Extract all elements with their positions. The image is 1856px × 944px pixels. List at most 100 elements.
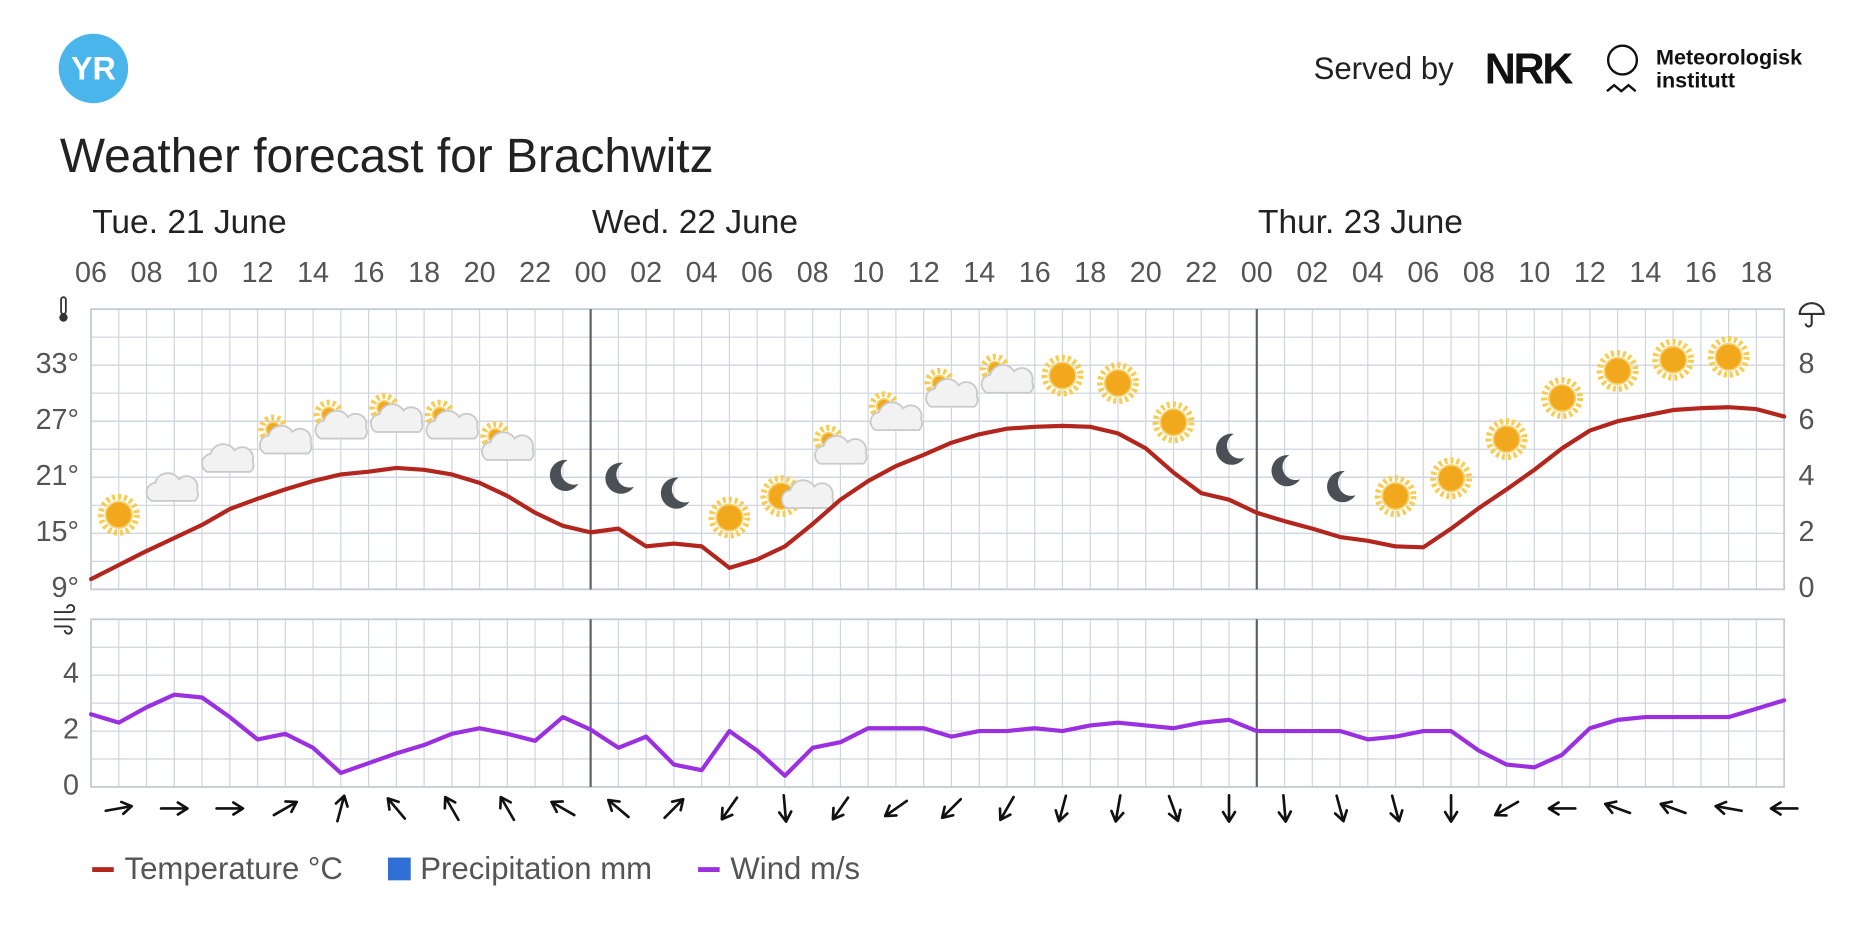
logo-text: YR xyxy=(71,50,116,86)
wind-arrow xyxy=(831,796,850,821)
x-tick-label: 20 xyxy=(464,257,496,289)
wind-arrow-shape xyxy=(1389,794,1404,823)
sun-rays xyxy=(1596,349,1639,392)
weather-symbol xyxy=(760,475,835,518)
wind-arrow xyxy=(1769,801,1799,816)
wind-arrow xyxy=(606,798,630,819)
yr-logo[interactable]: YR xyxy=(58,33,129,104)
y-tick-label: 15° xyxy=(36,516,79,548)
wind-arrow xyxy=(443,795,460,822)
x-tick-label: 04 xyxy=(1352,257,1384,289)
wind-arrow xyxy=(1167,794,1182,823)
sun-rays xyxy=(1541,377,1584,419)
y-tick-label: 2 xyxy=(63,714,79,746)
sun-rays xyxy=(97,493,140,536)
wind-arrow-shape xyxy=(550,800,576,817)
weather-symbol xyxy=(813,424,868,465)
cloud xyxy=(925,378,979,408)
wind-arrow xyxy=(334,794,349,823)
wind-arrow xyxy=(499,795,516,822)
weather-symbol xyxy=(549,459,579,491)
x-tick-label: 18 xyxy=(408,257,440,289)
wind-arrow-shape xyxy=(777,794,793,823)
x-tick-label: 02 xyxy=(630,257,662,289)
cloud xyxy=(314,409,368,440)
legend-item[interactable]: Precipitation mm xyxy=(387,851,652,886)
sun xyxy=(1603,356,1632,386)
wind-arrow xyxy=(1493,800,1520,817)
wind-arrow-shape xyxy=(272,800,299,817)
weather-symbol xyxy=(1374,475,1417,518)
weather-symbol xyxy=(1041,354,1084,397)
sun-rays xyxy=(1097,362,1139,405)
moon xyxy=(660,477,690,509)
met-icon xyxy=(1606,44,1639,76)
x-tick-label: 08 xyxy=(1463,257,1495,289)
logo-circle xyxy=(58,33,129,104)
met-text: institutt xyxy=(1656,67,1735,92)
legend-swatch xyxy=(387,857,411,881)
nrk-logo[interactable]: NRK xyxy=(1485,45,1576,93)
chart-title: Weather forecast for Brachwitz xyxy=(60,130,714,183)
y-tick-label: 27° xyxy=(36,404,79,436)
wind-arrow-shape xyxy=(334,794,349,823)
wind-arrow xyxy=(883,799,909,818)
legend-item[interactable]: Wind m/s xyxy=(698,851,860,886)
sun-rays xyxy=(1041,354,1084,397)
legend-label: Wind m/s xyxy=(730,851,860,886)
x-tick-label: 00 xyxy=(575,257,607,289)
wind-arrow-shape xyxy=(443,795,460,822)
thermometer-icon xyxy=(59,296,68,322)
weather-symbol xyxy=(145,472,199,502)
cloud xyxy=(869,401,923,432)
y-tick-label: 0 xyxy=(63,770,79,802)
y2-tick-label: 8 xyxy=(1799,348,1815,380)
weather-symbol xyxy=(369,393,424,433)
y2-tick-label: 4 xyxy=(1799,460,1815,492)
y-tick-label: 33° xyxy=(36,348,79,380)
sun-rays xyxy=(1707,335,1750,378)
wind-arrow xyxy=(1603,800,1632,815)
moon xyxy=(1327,471,1356,503)
wind-arrow xyxy=(720,796,739,821)
panel-frame xyxy=(90,618,1786,788)
y-tick-label: 21° xyxy=(36,460,79,492)
legend-item[interactable]: Temperature °C xyxy=(92,851,343,886)
wind-arrow xyxy=(998,795,1015,822)
x-tick-label: 22 xyxy=(1185,257,1217,289)
line xyxy=(88,405,1787,582)
wind-arrow-shape xyxy=(940,797,963,820)
sun-rays xyxy=(1374,475,1417,518)
cloud xyxy=(814,435,868,465)
weather-symbol xyxy=(1541,377,1584,419)
x-tick-label: 08 xyxy=(797,257,829,289)
moon xyxy=(549,459,579,491)
wind-arrow xyxy=(215,801,245,816)
weather-symbol xyxy=(660,477,690,509)
wind-arrow-shape xyxy=(1659,800,1687,815)
wind-arrow xyxy=(1054,794,1069,823)
x-tick-label: 16 xyxy=(353,257,385,289)
day-label: Tue. 21 June xyxy=(92,204,286,241)
wind-arrow xyxy=(550,800,576,817)
x-tick-label: 02 xyxy=(1296,257,1328,289)
sun xyxy=(1714,342,1743,371)
wind-arrow-shape xyxy=(1547,801,1577,816)
panel-frame xyxy=(90,308,1786,591)
met-logo[interactable]: Meteorologisk institutt xyxy=(1606,44,1802,93)
cloud xyxy=(780,479,835,509)
wind-arrow xyxy=(663,797,685,820)
weather-symbol xyxy=(1707,335,1750,378)
sun-rays xyxy=(1652,338,1695,381)
y-tick-label: 9° xyxy=(52,572,79,604)
weather-symbol xyxy=(1152,401,1195,444)
cloud xyxy=(259,424,313,455)
weather-symbol xyxy=(97,493,140,536)
moon xyxy=(1216,433,1245,465)
wind-arrow-shape xyxy=(1603,800,1632,815)
x-tick-label: 20 xyxy=(1130,257,1162,289)
umbrella-icon xyxy=(1798,302,1825,328)
weather-symbol xyxy=(980,353,1035,394)
wind-arrow xyxy=(1277,794,1293,823)
